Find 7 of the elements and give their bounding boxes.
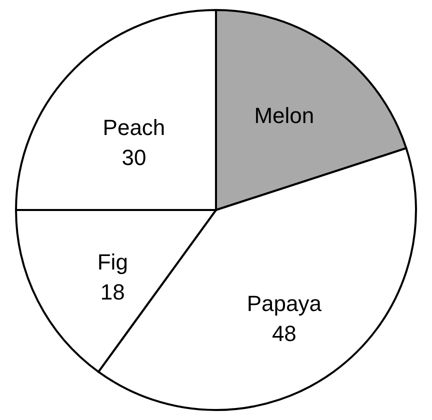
slice-label: Papaya xyxy=(246,290,322,316)
data-label: 30 xyxy=(122,144,146,170)
slice-label: Peach xyxy=(102,114,166,140)
slice-label: Fig xyxy=(97,250,128,275)
data-label: 18 xyxy=(100,280,125,305)
data-label: 48 xyxy=(272,320,296,346)
slice-label: Melon xyxy=(254,103,314,128)
